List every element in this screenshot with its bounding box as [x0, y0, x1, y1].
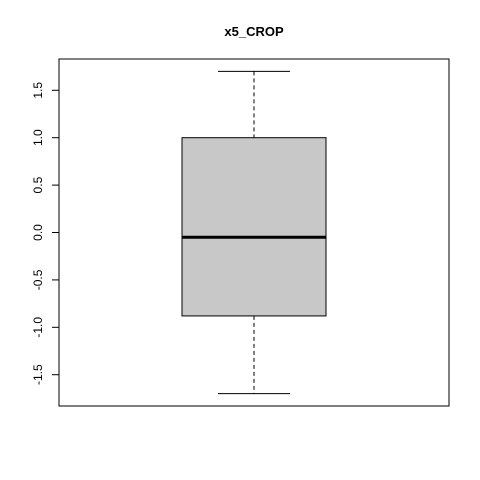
y-tick-label: -0.5 — [31, 269, 45, 290]
y-tick-label: 0.5 — [31, 176, 45, 193]
y-tick-label: 1.5 — [31, 82, 45, 99]
chart-title: x5_CROP — [224, 24, 284, 39]
y-axis: -1.5 -1.0 -0.5 0.0 0.5 1.0 1.5 — [31, 82, 60, 385]
iqr-box — [181, 137, 327, 317]
y-tick-label: -1.5 — [31, 364, 45, 385]
y-tick-label: 0.0 — [31, 224, 45, 241]
y-tick-label: 1.0 — [31, 129, 45, 146]
y-tick-label: -1.0 — [31, 317, 45, 338]
box-plot — [181, 70, 327, 395]
